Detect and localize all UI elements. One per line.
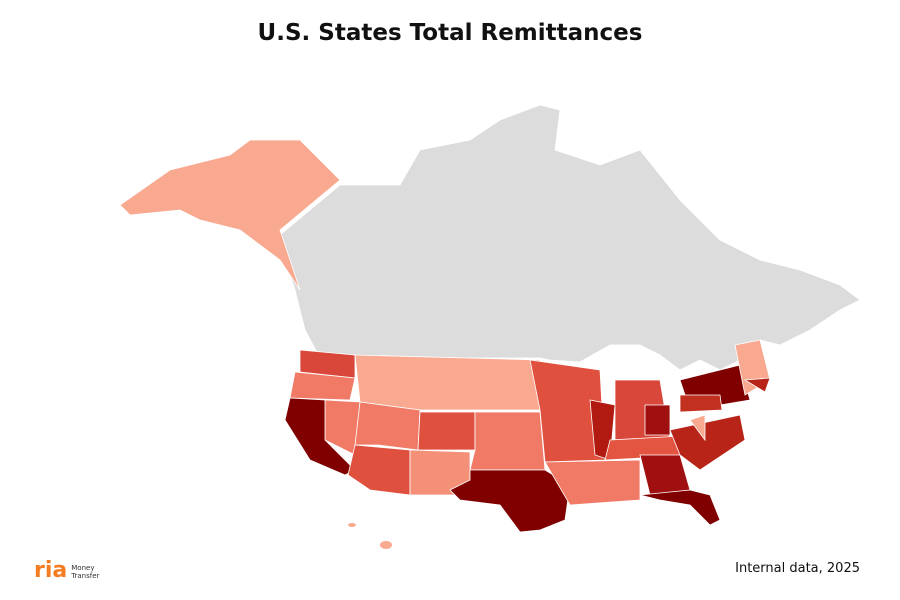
hawaii <box>348 523 356 527</box>
state <box>544 459 641 506</box>
state <box>639 489 721 526</box>
state <box>347 444 411 496</box>
hawaii <box>380 541 392 549</box>
state <box>679 394 723 413</box>
state <box>354 354 541 411</box>
state <box>743 377 771 393</box>
logo-tagline-1: Money <box>71 564 95 572</box>
logo-tagline: Money Transfer <box>71 564 99 580</box>
title: U.S. States Total Remittances <box>257 20 643 46</box>
logo-brand: ria <box>34 558 68 583</box>
state <box>639 454 691 496</box>
state <box>644 404 671 436</box>
state <box>354 401 421 451</box>
state <box>417 411 476 451</box>
state <box>469 411 546 471</box>
state <box>669 414 746 471</box>
logo-tagline-2: Transfer <box>71 572 100 580</box>
canada <box>279 104 861 371</box>
us-states <box>284 339 771 533</box>
logo: ria Money Transfer <box>34 560 99 582</box>
alaska <box>119 139 341 291</box>
source-note: Internal data, 2025 <box>735 561 860 576</box>
state <box>289 371 356 401</box>
state <box>689 414 706 442</box>
